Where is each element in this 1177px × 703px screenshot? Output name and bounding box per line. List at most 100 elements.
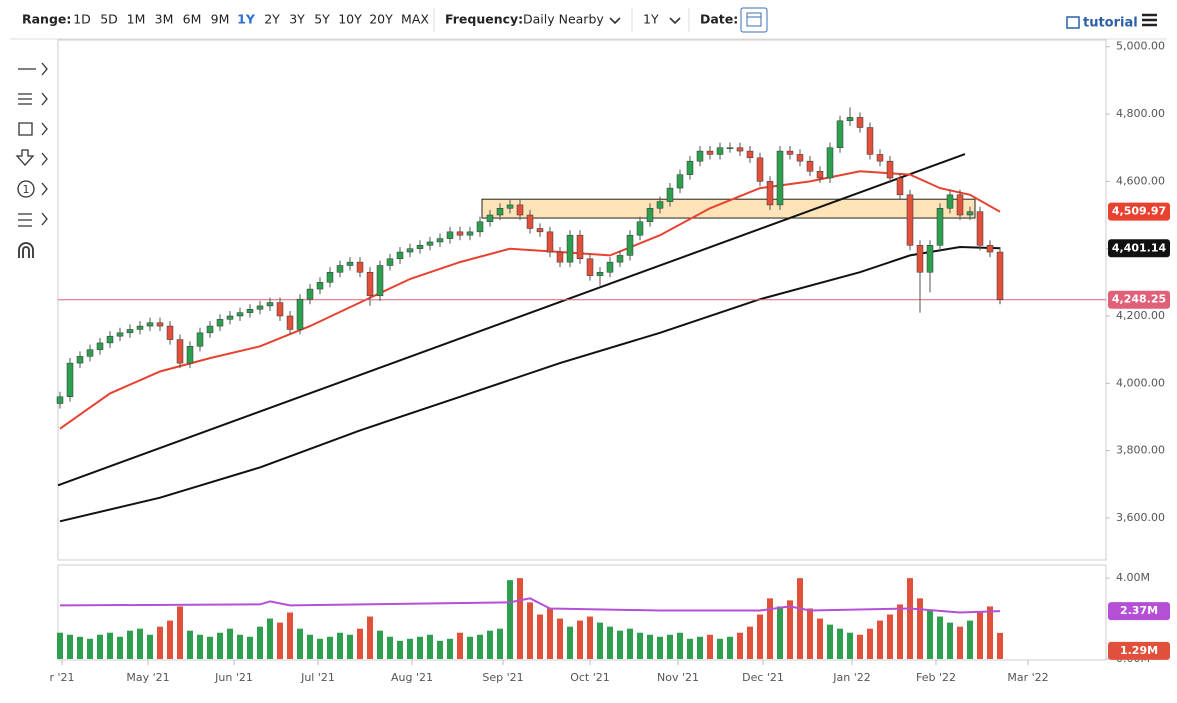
volume-bar: [207, 636, 213, 659]
candle-body: [816, 171, 824, 179]
volume-panel: [57, 564, 1107, 661]
candle-body: [656, 201, 664, 209]
candle-body: [736, 147, 744, 152]
x-tick-label: Jun '21: [214, 671, 253, 684]
volume-bar: [647, 634, 653, 659]
period-select[interactable]: 1Y: [643, 12, 659, 27]
volume-average: [59, 597, 1001, 614]
volume-bar: [667, 634, 673, 659]
candle-body: [566, 234, 574, 263]
range-button[interactable]: 3M: [155, 12, 174, 27]
tool-pitchfork[interactable]: [18, 212, 48, 227]
candle-body: [176, 339, 184, 364]
candle-body: [436, 238, 444, 243]
volume-bar: [427, 634, 433, 659]
range-button[interactable]: 1Y: [237, 12, 256, 27]
date-picker[interactable]: [740, 7, 768, 33]
candle-body: [686, 160, 694, 175]
candle-body: [86, 349, 94, 357]
candle-body: [506, 204, 514, 209]
range-button[interactable]: MAX: [401, 12, 429, 27]
candle-body: [346, 261, 354, 266]
candle-body: [916, 245, 924, 273]
range-button[interactable]: 10Y: [338, 12, 362, 27]
volume-bar: [977, 612, 983, 659]
volume-bar: [217, 632, 223, 659]
volume-bar: [507, 580, 513, 659]
tool-line[interactable]: [18, 62, 48, 76]
volume-bar: [337, 632, 343, 659]
y-tick-label: 3,800.00: [1116, 444, 1165, 457]
trendline: [57, 153, 966, 487]
candle-body: [456, 231, 464, 236]
x-tick-label: Dec '21: [742, 671, 784, 684]
range-button[interactable]: 1D: [73, 12, 91, 27]
volume-bar: [67, 634, 73, 659]
candle-body: [66, 362, 74, 398]
y-tick-label: 5,000.00: [1116, 40, 1165, 53]
candle-body: [576, 234, 584, 260]
candle-body: [706, 150, 714, 155]
candle-body: [606, 261, 614, 273]
tool-expand[interactable]: [41, 182, 48, 196]
candle-body: [836, 120, 844, 148]
tool-magnet[interactable]: [18, 242, 34, 258]
volume-bar: [267, 618, 273, 659]
candle-body: [696, 150, 704, 162]
volume-bar: [657, 636, 663, 659]
candle-body: [546, 231, 554, 253]
frequency-select[interactable]: Daily Nearby: [523, 12, 604, 27]
candle-body: [676, 174, 684, 189]
volume-bar: [227, 628, 233, 659]
range-button[interactable]: 6M: [183, 12, 202, 27]
tool-rect[interactable]: [18, 122, 48, 136]
candle-body: [876, 154, 884, 162]
candle-body: [866, 127, 874, 155]
range-button[interactable]: 5Y: [314, 12, 330, 27]
range-button[interactable]: 3Y: [289, 12, 305, 27]
volume-bar: [177, 606, 183, 659]
tool-annotation[interactable]: [17, 180, 35, 198]
tool-fib[interactable]: [18, 92, 48, 106]
volume-bar: [927, 610, 933, 659]
x-tick-label: Mar '22: [1007, 671, 1048, 684]
candle-body: [276, 302, 284, 317]
volume-bar: [537, 614, 543, 659]
frequency-label: Frequency:: [445, 12, 523, 27]
candle-body: [386, 258, 394, 266]
candle-body: [496, 208, 504, 216]
candle-body: [966, 211, 974, 216]
candle-body: [316, 282, 324, 290]
volume-bar: [527, 602, 533, 659]
dropdown-arrow[interactable]: [669, 17, 681, 25]
volume-bar: [777, 606, 783, 659]
volume-bar: [117, 636, 123, 659]
range-button[interactable]: 9M: [211, 12, 230, 27]
candle-body: [826, 147, 834, 179]
candle-body: [956, 194, 964, 216]
volume-bar: [237, 634, 243, 659]
candle-body: [666, 187, 674, 202]
volume-bar: [707, 634, 713, 659]
candle-body: [56, 396, 64, 404]
tutorial-icon[interactable]: [1066, 16, 1080, 29]
range-button[interactable]: 5D: [100, 12, 118, 27]
candle-body: [636, 221, 644, 236]
dropdown-arrow[interactable]: [609, 17, 621, 25]
candle-body: [256, 305, 264, 310]
volume-bar: [687, 638, 693, 659]
volume-bar: [677, 632, 683, 659]
candle-body: [626, 234, 634, 256]
candle-body: [166, 325, 174, 340]
tool-arrow[interactable]: [15, 149, 48, 166]
range-button[interactable]: 20Y: [369, 12, 393, 27]
volume-bar: [397, 640, 403, 659]
range-button[interactable]: 1M: [127, 12, 146, 27]
range-button[interactable]: 2Y: [264, 12, 280, 27]
volume-bar: [717, 638, 723, 659]
volume-bar: [737, 632, 743, 659]
volume-bar: [127, 630, 133, 659]
volume-bar: [97, 634, 103, 659]
tutorial-link[interactable]: tutorial: [1083, 16, 1138, 31]
menu-button[interactable]: [1142, 13, 1157, 27]
